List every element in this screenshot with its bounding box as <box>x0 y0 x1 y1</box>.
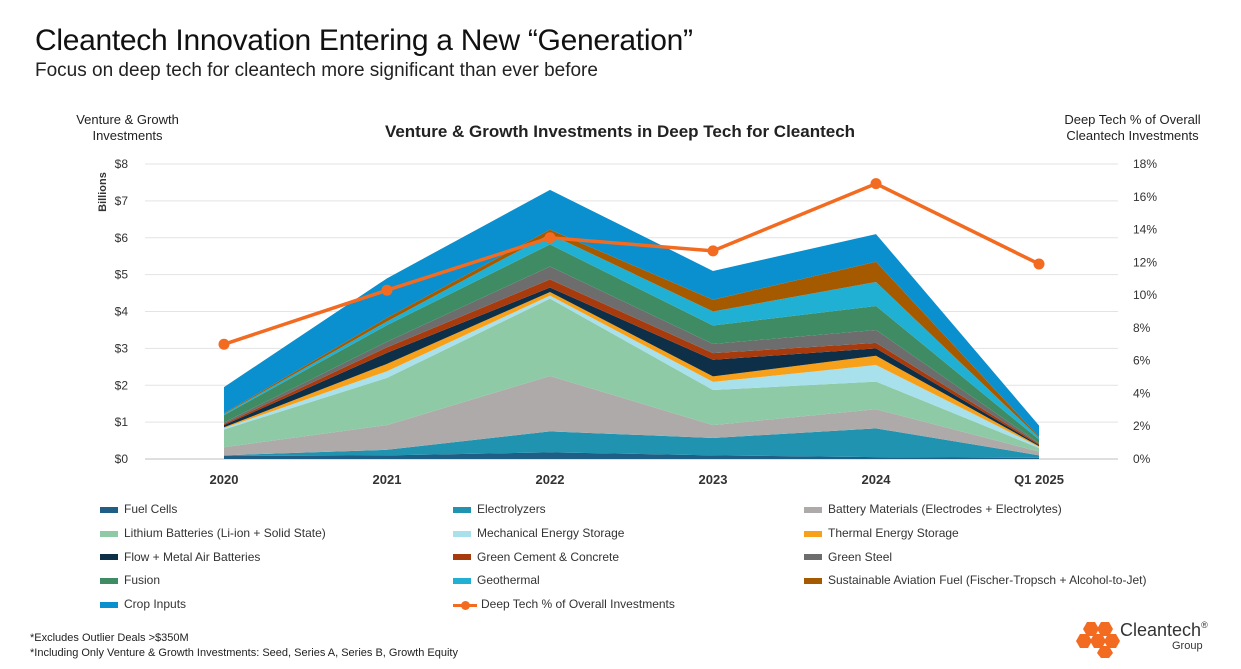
legend-item: Crop Inputs <box>100 597 186 611</box>
legend-swatch <box>453 506 471 513</box>
y-axis-title: Venture & Growth Investments <box>76 112 179 143</box>
legend-item: Thermal Energy Storage <box>804 526 959 540</box>
y-tick-label: $4 <box>115 305 129 319</box>
legend-item: Battery Materials (Electrodes + Electrol… <box>804 502 1062 516</box>
legend-item: Green Steel <box>804 550 892 564</box>
y-tick-label: $1 <box>115 415 129 429</box>
legend-swatch <box>100 506 118 513</box>
legend-swatch <box>804 554 822 561</box>
legend-label: Geothermal <box>477 573 540 588</box>
y-tick-label: $2 <box>115 378 129 392</box>
x-tick-label: 2024 <box>862 472 892 487</box>
legend-label: Flow + Metal Air Batteries <box>124 549 261 564</box>
area-series-3 <box>224 298 1039 452</box>
legend-label: Lithium Batteries (Li-ion + Solid State) <box>124 525 326 540</box>
legend-swatch <box>804 506 822 513</box>
area-series-1 <box>224 428 1039 458</box>
legend-label: Crop Inputs <box>124 597 187 612</box>
line-point <box>1033 258 1045 270</box>
legend-label: Mechanical Energy Storage <box>477 525 625 540</box>
legend-swatch <box>804 530 822 537</box>
page-subtitle: Focus on deep tech for cleantech more si… <box>35 60 598 81</box>
area-series-2 <box>224 376 1039 456</box>
line-deep-tech-pct <box>223 181 1040 346</box>
legend-label: Fuel Cells <box>124 502 178 516</box>
logo-registered-mark: ® <box>1201 620 1208 630</box>
y-tick-label: $7 <box>115 194 129 208</box>
legend-swatch <box>804 578 822 585</box>
footnote-outliers: *Excludes Outlier Deals >$350M <box>30 632 189 644</box>
page-title: Cleantech Innovation Entering a New “Gen… <box>35 24 693 57</box>
legend-swatch <box>100 530 118 537</box>
legend-label: Battery Materials (Electrodes + Electrol… <box>828 502 1062 516</box>
y2-axis-title: Deep Tech % of Overall Cleantech Investm… <box>1064 112 1201 143</box>
y-tick-label: $0 <box>115 452 129 466</box>
line-point <box>870 178 882 190</box>
y2-tick-label: 16% <box>1133 190 1157 204</box>
legend-swatch <box>453 554 471 561</box>
chart-title: Venture & Growth Investments in Deep Tec… <box>384 122 856 141</box>
footnote-stages: *Including Only Venture & Growth Investm… <box>30 647 458 659</box>
legend-swatch <box>453 578 471 585</box>
legend-item: Fuel Cells <box>100 502 177 516</box>
legend-item: Geothermal <box>453 573 540 587</box>
x-tick-label: 2022 <box>536 472 565 487</box>
area-series-12 <box>224 189 1039 437</box>
legend-label: Electrolyzers <box>477 502 546 516</box>
area-series-4 <box>224 295 1039 448</box>
line-point <box>218 338 230 350</box>
legend-item: Sustainable Aviation Fuel (Fischer-Trops… <box>804 573 1146 587</box>
logo-sub: Group <box>1172 640 1203 652</box>
y-tick-label: $6 <box>115 231 129 245</box>
y2-tick-label: 8% <box>1133 321 1151 335</box>
area-series-11 <box>224 229 1039 438</box>
legend-swatch <box>100 578 118 585</box>
legend-label: Sustainable Aviation Fuel (Fischer-Trops… <box>828 573 1147 588</box>
y2-tick-label: 0% <box>1133 452 1151 466</box>
legend-item: Mechanical Energy Storage <box>453 526 624 540</box>
line-point <box>707 245 719 257</box>
logo-name: Cleantech® <box>1120 620 1208 641</box>
legend-item: Lithium Batteries (Li-ion + Solid State) <box>100 526 326 540</box>
y2-tick-label: 14% <box>1133 223 1157 237</box>
y2-tick-label: 10% <box>1133 288 1157 302</box>
x-tick-label: 2020 <box>210 472 239 487</box>
legend-dot <box>461 600 470 610</box>
y2-tick-label: 12% <box>1133 255 1157 269</box>
x-tick-label: Q1 2025 <box>1014 472 1064 487</box>
y-tick-label: $5 <box>115 268 129 282</box>
legend-label: Thermal Energy Storage <box>828 525 959 540</box>
cleantech-logo-icon <box>1076 622 1120 658</box>
area-series-5 <box>224 291 1039 447</box>
y-tick-label: $3 <box>115 341 129 355</box>
x-tick-label: 2023 <box>699 472 728 487</box>
legend-swatch <box>100 602 118 609</box>
area-series-0 <box>224 452 1039 459</box>
legend-item: Fusion <box>100 573 160 587</box>
legend-swatch <box>453 530 471 537</box>
y-tick-label: $8 <box>115 157 129 171</box>
y2-tick-label: 6% <box>1133 354 1151 368</box>
legend-label: Green Steel <box>828 549 893 564</box>
y2-tick-label: 18% <box>1133 157 1157 171</box>
legend-label: Fusion <box>124 573 161 588</box>
legend-swatch <box>100 554 118 561</box>
area-series-10 <box>224 234 1039 440</box>
y2-tick-label: 4% <box>1133 386 1151 400</box>
y2-tick-label: 2% <box>1133 419 1151 433</box>
legend-item: Electrolyzers <box>453 502 546 516</box>
line-point <box>544 232 556 244</box>
logo-name-text: Cleantech <box>1120 620 1202 640</box>
y-unit-label: Billions <box>97 172 109 212</box>
x-tick-label: 2021 <box>373 472 402 487</box>
legend-item: Green Cement & Concrete <box>453 550 619 564</box>
line-point <box>381 284 393 296</box>
legend-line-marker <box>453 600 477 610</box>
legend-label: Deep Tech % of Overall Investments <box>481 597 675 612</box>
legend-label: Green Cement & Concrete <box>477 549 620 564</box>
legend-item: Flow + Metal Air Batteries <box>100 550 260 564</box>
legend-item: Deep Tech % of Overall Investments <box>453 597 675 611</box>
